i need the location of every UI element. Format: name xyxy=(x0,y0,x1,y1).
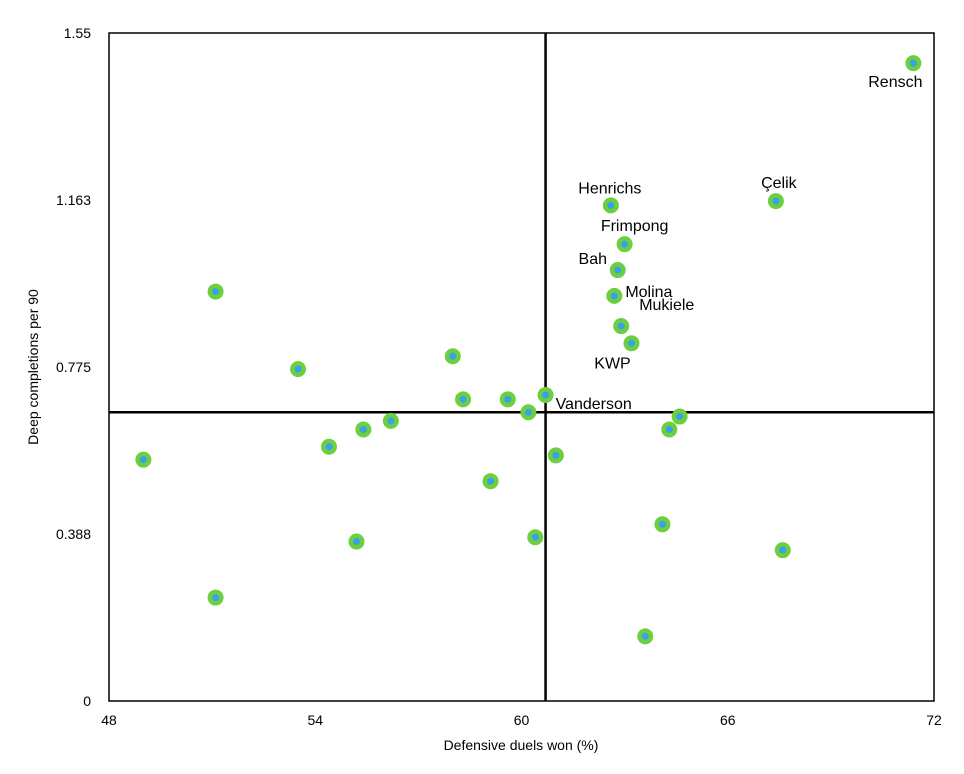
point-marker-center xyxy=(658,520,666,528)
data-point xyxy=(444,348,461,365)
point-label: Frimpong xyxy=(601,218,669,235)
data-point xyxy=(767,193,784,210)
point-marker-center xyxy=(610,292,618,300)
x-tick-label: 72 xyxy=(926,712,942,728)
point-label: Molina xyxy=(625,284,672,301)
point-marker-center xyxy=(504,395,512,403)
axis-ticks: 48 54 60 66 72 0 0.388 0.775 1.163 1.55 xyxy=(56,25,942,728)
point-marker-center xyxy=(676,413,684,421)
point-marker-center xyxy=(772,197,780,205)
y-axis-title: Deep completions per 90 xyxy=(25,289,41,445)
point-marker-center xyxy=(212,288,220,296)
point-marker-center xyxy=(531,533,539,541)
point-marker-center xyxy=(641,632,649,640)
data-point xyxy=(774,542,791,559)
point-marker-center xyxy=(524,408,532,416)
data-point xyxy=(527,529,544,546)
data-point xyxy=(290,361,307,378)
y-tick-label: 1.55 xyxy=(64,25,91,41)
data-point xyxy=(609,262,626,279)
data-point xyxy=(321,438,337,455)
x-tick-label: 48 xyxy=(101,712,117,728)
x-tick-label: 66 xyxy=(720,712,736,728)
point-marker-center xyxy=(665,425,673,433)
data-point xyxy=(905,55,922,72)
point-labels: Rensch Çelik Henrichs Frimpong Bah MolinaMuki… xyxy=(556,74,923,413)
data-point xyxy=(547,447,564,464)
point-label: Rensch xyxy=(868,74,922,91)
point-marker-center xyxy=(387,417,395,425)
point-marker-center xyxy=(552,451,560,459)
data-point xyxy=(661,421,678,438)
data-point xyxy=(616,236,633,253)
y-tick-label: 0.388 xyxy=(56,526,91,542)
point-marker-center xyxy=(359,425,367,433)
data-points xyxy=(135,55,922,645)
data-point xyxy=(623,335,640,352)
data-point xyxy=(537,387,554,404)
data-point xyxy=(520,404,537,421)
point-marker-center xyxy=(909,59,917,67)
x-axis-title: Defensive duels won (%) xyxy=(444,737,599,753)
point-marker-center xyxy=(139,456,147,464)
point-marker-center xyxy=(607,201,615,209)
data-point xyxy=(671,408,688,425)
data-point xyxy=(382,412,399,429)
point-marker-center xyxy=(487,477,495,485)
y-tick-label: 1.163 xyxy=(56,192,91,208)
y-tick-label: 0 xyxy=(83,693,91,709)
point-marker-center xyxy=(212,594,220,602)
data-point xyxy=(355,421,372,438)
point-marker-center xyxy=(542,391,550,399)
point-marker-center xyxy=(449,352,457,360)
data-point xyxy=(482,473,499,490)
data-point xyxy=(637,628,654,645)
data-point xyxy=(654,516,671,533)
y-tick-label: 0.775 xyxy=(56,359,91,375)
point-label: Vanderson xyxy=(556,396,632,413)
point-marker-center xyxy=(621,240,629,248)
point-marker-center xyxy=(779,546,787,554)
reference-lines xyxy=(109,33,934,701)
point-label: KWP xyxy=(594,355,630,372)
point-marker-center xyxy=(294,365,302,373)
x-tick-label: 54 xyxy=(307,712,323,728)
data-point xyxy=(499,391,516,408)
point-marker-center xyxy=(614,266,622,274)
point-marker-center xyxy=(325,443,333,451)
point-label: Bah xyxy=(579,251,607,268)
data-point xyxy=(613,318,630,335)
plot-frame xyxy=(108,32,935,702)
data-point xyxy=(207,283,224,300)
data-point xyxy=(135,451,152,468)
point-marker-center xyxy=(353,538,360,546)
point-label: Çelik xyxy=(761,175,798,192)
data-point xyxy=(455,391,472,408)
data-point xyxy=(606,287,623,304)
data-point xyxy=(602,197,619,214)
point-marker-center xyxy=(617,322,625,330)
point-label: Henrichs xyxy=(578,180,641,197)
point-marker-center xyxy=(628,339,635,347)
x-tick-label: 60 xyxy=(514,712,530,728)
point-marker-center xyxy=(459,395,467,403)
point-label: Mukiele xyxy=(639,297,694,314)
data-point xyxy=(207,589,224,606)
data-point xyxy=(348,533,365,550)
